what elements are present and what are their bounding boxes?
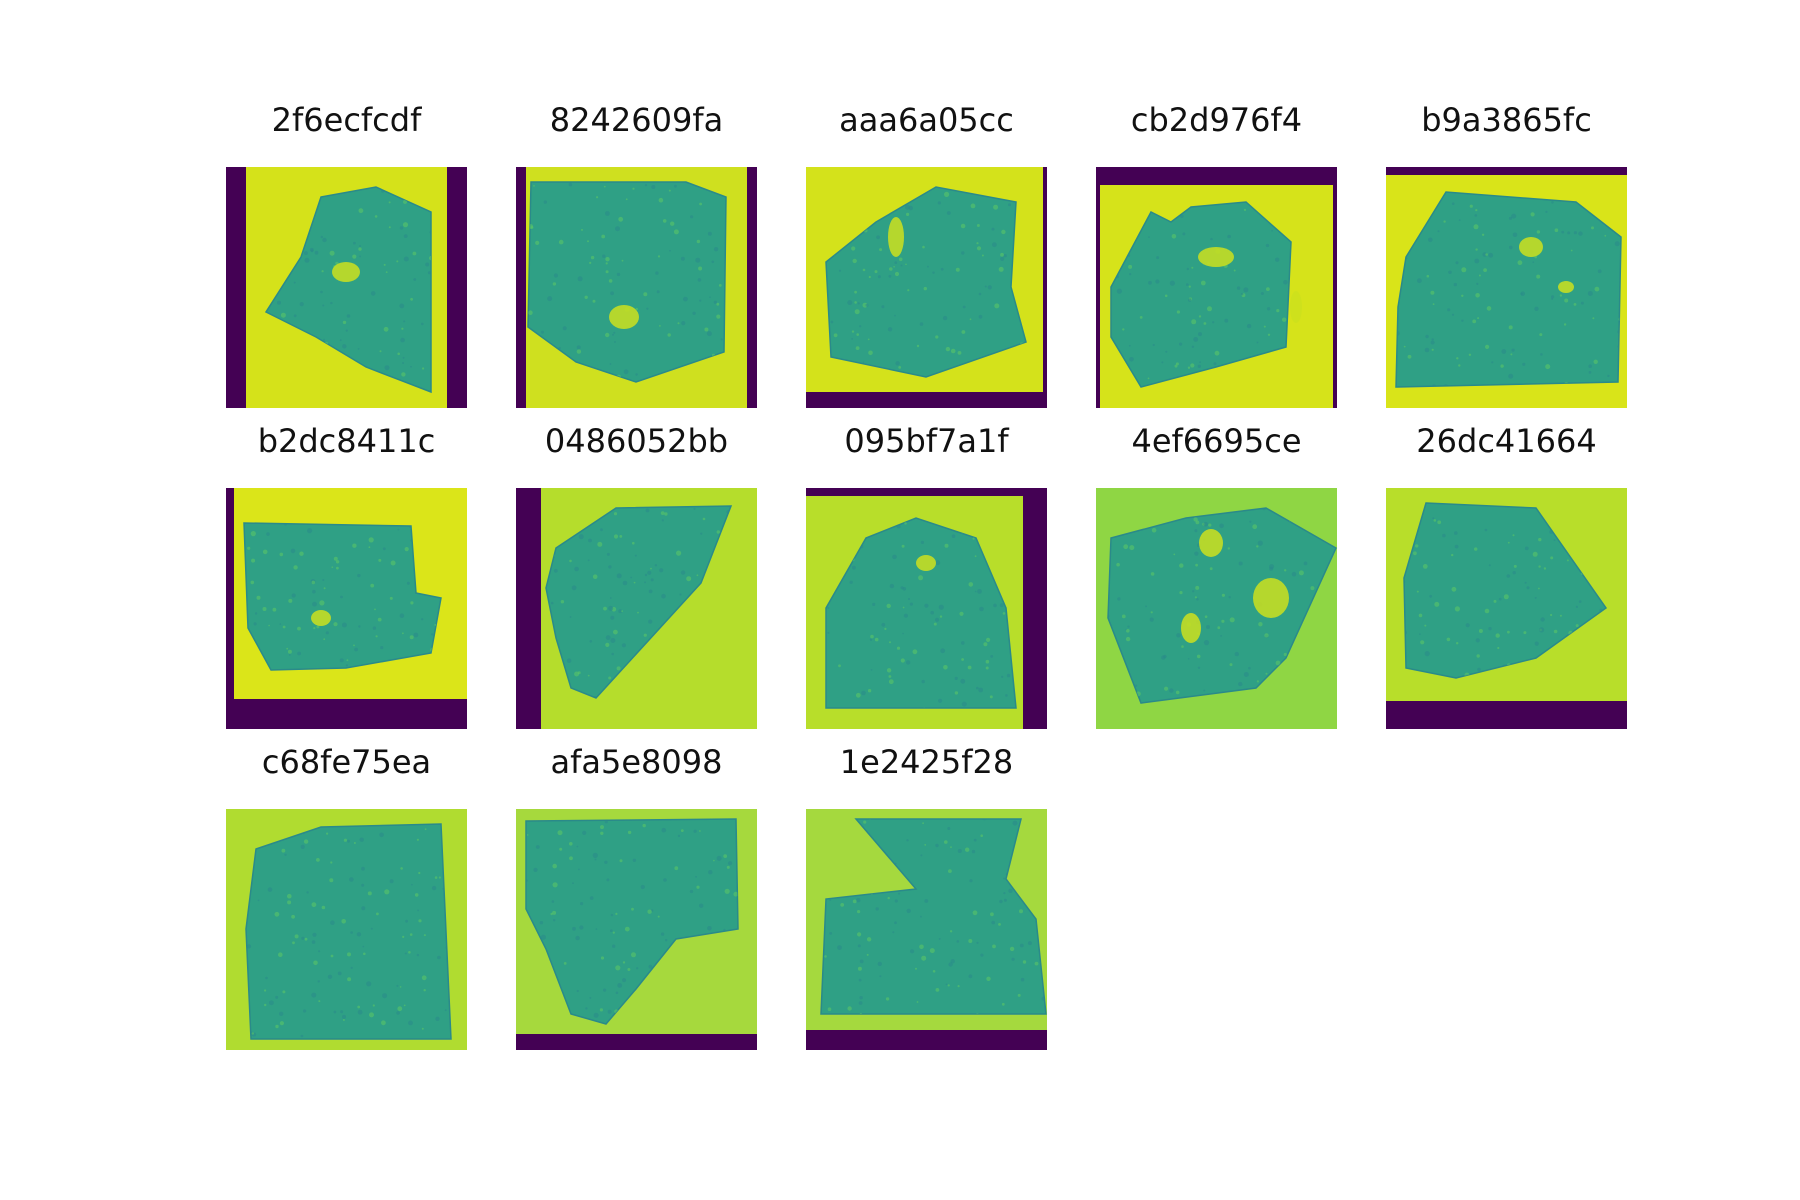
panel-title: b2dc8411c xyxy=(257,422,436,460)
tissue-slide-image xyxy=(226,809,467,1050)
tissue-section xyxy=(1110,201,1292,388)
tissue-slide-image xyxy=(1096,167,1337,408)
tissue-section xyxy=(1395,191,1622,388)
tissue-slide-image xyxy=(226,167,467,408)
panel-title: 4ef6695ce xyxy=(1131,422,1302,460)
tissue-hole xyxy=(1198,247,1234,267)
panel-title: 2f6ecfcdf xyxy=(271,101,422,139)
tissue-hole xyxy=(916,555,936,571)
tissue-hole xyxy=(1199,529,1223,557)
tissue-section xyxy=(1107,507,1337,704)
tissue-slide-image xyxy=(226,488,467,729)
panel-title: 26dc41664 xyxy=(1416,422,1597,460)
tissue-hole xyxy=(609,305,639,329)
tissue-slide-image xyxy=(806,488,1047,729)
tissue-hole xyxy=(1519,237,1543,257)
tissue-hole xyxy=(1290,291,1302,323)
panel-title: 8242609fa xyxy=(549,101,724,139)
tissue-section xyxy=(1403,502,1608,679)
panel-title: 0486052bb xyxy=(544,422,729,460)
tissue-hole xyxy=(888,217,904,257)
panel-title: 095bf7a1f xyxy=(844,422,1009,460)
tissue-slide-image xyxy=(1386,167,1627,408)
tissue-section xyxy=(825,517,1017,709)
tissue-section xyxy=(825,186,1027,378)
tissue-hole xyxy=(1181,613,1201,643)
panel-title: cb2d976f4 xyxy=(1130,101,1303,139)
tissue-hole xyxy=(1558,281,1574,293)
panel-title: b9a3865fc xyxy=(1421,101,1592,139)
panel-title: c68fe75ea xyxy=(261,743,432,781)
tissue-slide-image xyxy=(806,809,1047,1050)
tissue-slide-image xyxy=(516,488,757,729)
tissue-texture xyxy=(247,523,441,670)
tissue-hole xyxy=(1253,578,1289,618)
tissue-slide-image xyxy=(1386,488,1627,729)
tissue-slide-image xyxy=(1096,488,1337,729)
tissue-slide-image xyxy=(516,167,757,408)
panel-title: afa5e8098 xyxy=(550,743,723,781)
panel-title: 1e2425f28 xyxy=(839,743,1014,781)
tissue-hole xyxy=(311,610,331,626)
tissue-texture xyxy=(246,824,451,1038)
tissue-section xyxy=(245,823,452,1040)
tissue-hole xyxy=(332,262,360,282)
tissue-slide-image xyxy=(806,167,1047,408)
tissue-slide-image xyxy=(516,809,757,1050)
panel-title: aaa6a05cc xyxy=(839,101,1014,139)
tissue-section xyxy=(820,818,1047,1015)
